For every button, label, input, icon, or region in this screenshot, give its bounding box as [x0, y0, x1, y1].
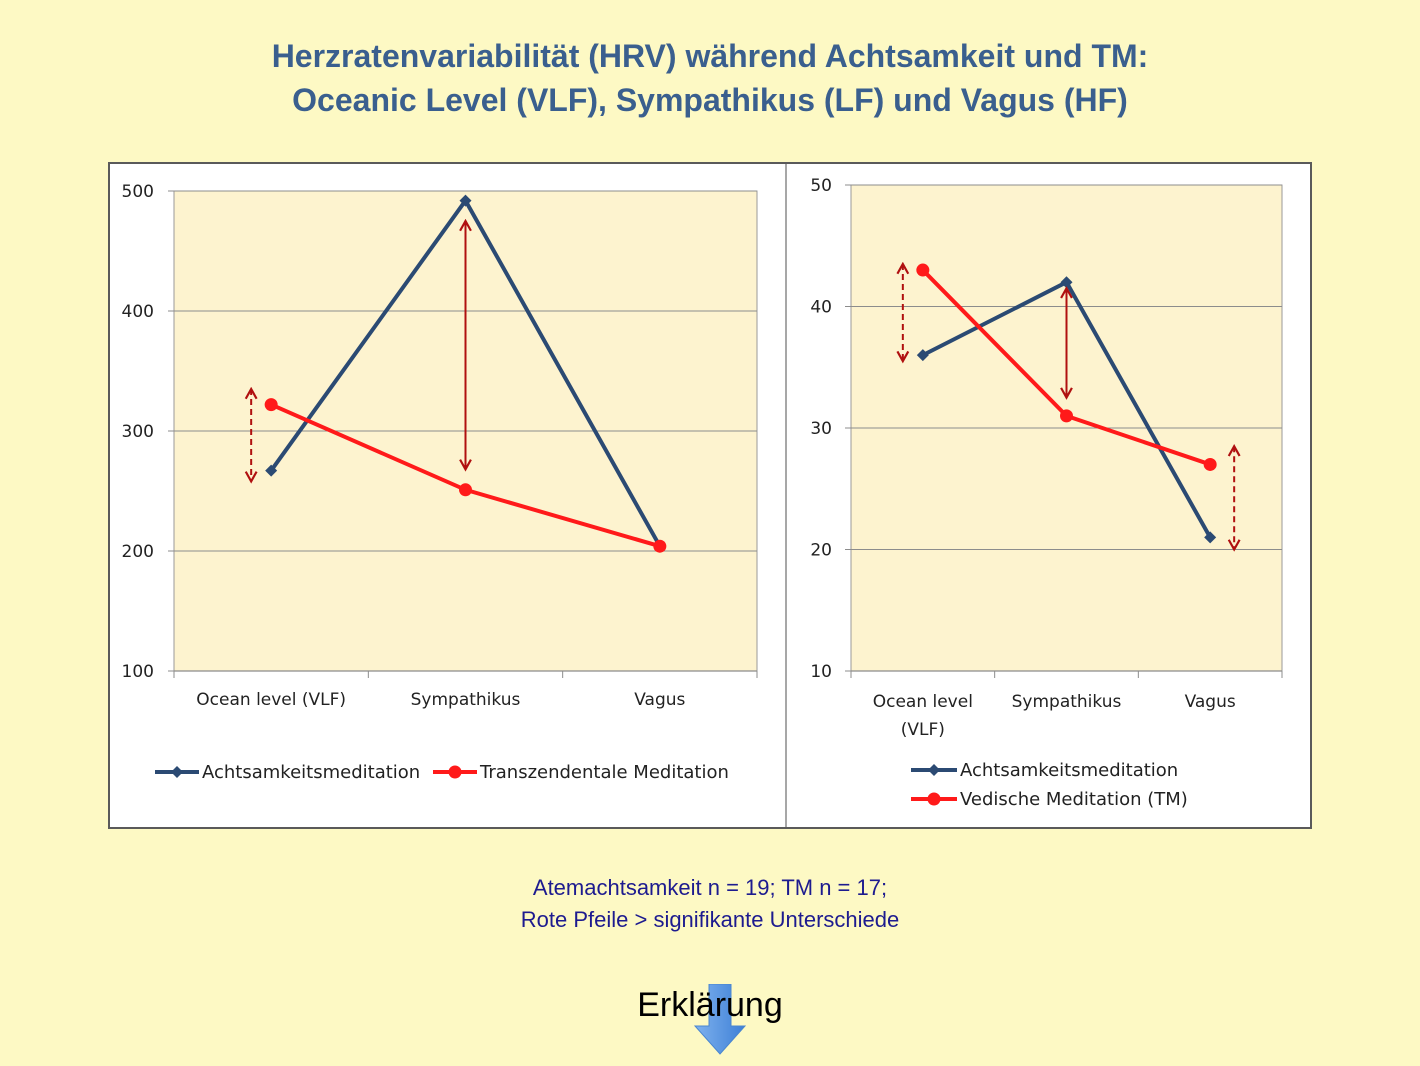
- data-point-diamond: [916, 349, 929, 362]
- x-category-label: Sympathikus: [411, 690, 521, 710]
- x-category-label: Ocean level (VLF): [196, 690, 346, 710]
- data-point-circle: [916, 263, 930, 277]
- y-tick-label: 20: [810, 541, 832, 561]
- chart-panel-1: 100 200 300 400 500 Ocean level (VLF) Sympathi…: [122, 182, 758, 783]
- title-line-1: Herzratenvariabilität (HRV) während Acht…: [271, 38, 1149, 74]
- chart-frame: 100 200 300 400 500 Ocean level (VLF) Sympathi…: [108, 162, 1312, 829]
- x-category-label: Vagus: [1185, 692, 1236, 712]
- title-line-2: Oceanic Level (VLF), Sympathikus (LF) un…: [292, 82, 1128, 118]
- y-tick-label: 50: [810, 176, 832, 196]
- data-point-circle: [1203, 457, 1217, 471]
- x-category-label: Sympathikus: [1012, 692, 1122, 712]
- data-point-diamond: [1204, 531, 1217, 544]
- data-point-diamond: [1060, 276, 1073, 289]
- y-tick-label: 40: [810, 298, 832, 318]
- legend-marker: [448, 765, 462, 779]
- legend-label: Achtsamkeitsmeditation: [960, 760, 1178, 781]
- y-tick-label: 10: [810, 662, 832, 682]
- legend-marker: [927, 792, 941, 806]
- data-point-circle: [459, 483, 472, 497]
- legend-label: Transzendentale Meditation: [479, 762, 729, 783]
- arrow-down-icon[interactable]: [694, 984, 746, 1056]
- data-point-circle: [1060, 409, 1073, 423]
- data-point-circle: [653, 539, 667, 553]
- slide-title: Herzratenvariabilität (HRV) während Acht…: [0, 34, 1420, 122]
- legend-label: Vedische Meditation (TM): [960, 789, 1188, 810]
- y-tick-label: 100: [122, 662, 154, 682]
- x-category-label: Ocean level (VLF): [873, 692, 973, 740]
- explanation-link[interactable]: Erklärung: [637, 986, 783, 1024]
- data-point-circle: [264, 398, 278, 412]
- legend-marker: [171, 766, 183, 778]
- x-category-label: Vagus: [634, 690, 685, 710]
- y-tick-label: 200: [122, 542, 154, 562]
- y-tick-label: 400: [122, 302, 154, 322]
- y-tick-label: 500: [122, 182, 154, 202]
- legend-marker: [928, 764, 940, 776]
- legend-label: Achtsamkeitsmeditation: [202, 762, 420, 783]
- chart-panel-2: 10 20 30 40 50 Ocean level (VLF) Sympathikus Vag…: [810, 176, 1283, 810]
- footnote-line-1: Atemachtsamkeit n = 19; TM n = 17;: [532, 875, 888, 900]
- y-tick-label: 300: [122, 422, 154, 442]
- footnote-line-2: Rote Pfeile > signifikante Unterschiede: [520, 907, 900, 932]
- hrv-charts: 100 200 300 400 500 Ocean level (VLF) Sympathi…: [122, 164, 1283, 827]
- data-point-diamond: [265, 464, 278, 477]
- y-tick-label: 30: [810, 419, 832, 439]
- data-point-diamond: [459, 194, 472, 207]
